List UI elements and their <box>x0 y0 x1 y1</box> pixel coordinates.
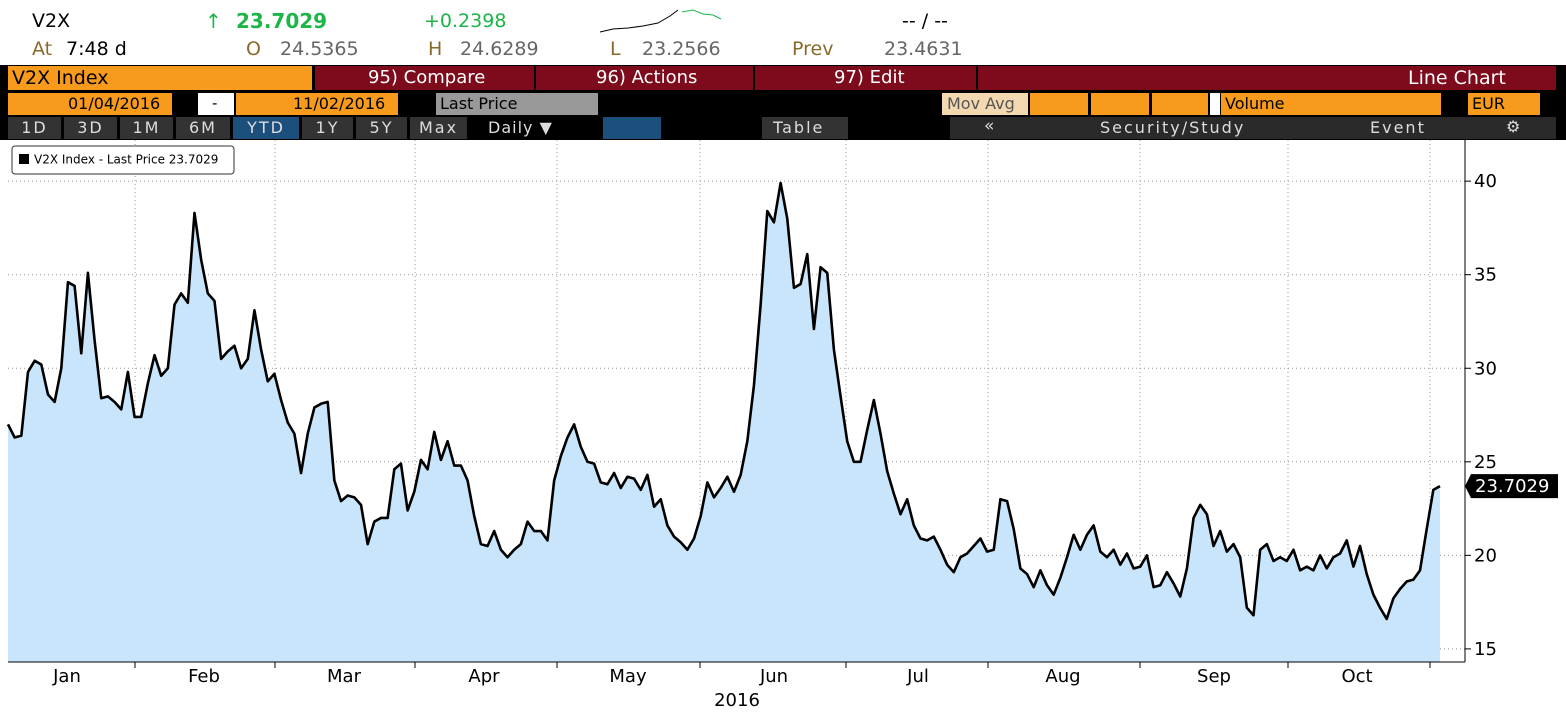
high: 24.6289 <box>460 38 539 60</box>
menu-bar <box>315 66 1556 90</box>
y-tick-label: 35 <box>1474 265 1497 286</box>
compare-button[interactable]: 95) Compare <box>368 67 486 88</box>
dash-box <box>198 93 234 115</box>
up-arrow: ↑ <box>205 9 222 33</box>
actions-button[interactable]: 96) Actions <box>596 67 698 88</box>
sep <box>976 66 978 90</box>
table-button: Table <box>773 118 825 137</box>
bid-ask: -- / -- <box>902 10 948 32</box>
legend-box <box>11 145 235 175</box>
end-date: 11/02/2016 <box>293 94 386 113</box>
ma-field[interactable] <box>1152 93 1208 115</box>
x-tick-label: Aug <box>1045 666 1080 687</box>
table-box[interactable] <box>762 117 848 139</box>
mov-avg-box <box>942 93 1028 115</box>
area <box>8 183 1440 662</box>
prev: 23.4631 <box>884 38 963 60</box>
range-button[interactable]: Max <box>410 117 467 139</box>
right-tools <box>950 117 1556 139</box>
x-tick-label: Jan <box>52 666 81 687</box>
chart-type: Line Chart <box>1408 67 1506 89</box>
chart: V2X Index - Last Price 23.7029 23.7029 15 2… <box>6 140 1558 711</box>
range-button[interactable]: 5Y <box>356 117 407 139</box>
x-tick-label: Jun <box>759 666 788 687</box>
prev-label: Prev <box>792 38 834 60</box>
y-tick-label: 40 <box>1474 171 1497 192</box>
range-button[interactable]: 1Y <box>302 117 353 139</box>
title-box <box>8 66 312 90</box>
line-icon[interactable] <box>603 117 661 139</box>
time: 7:48 d <box>66 38 127 60</box>
last-value-tag <box>1465 474 1558 499</box>
y-tick-label: 25 <box>1474 452 1497 473</box>
currency: EUR <box>1472 94 1505 113</box>
checkbox[interactable] <box>1210 93 1220 115</box>
x-tick-label: Jul <box>906 666 929 687</box>
x-tick-label: Feb <box>188 666 220 687</box>
x-tick-label: Apr <box>468 666 500 687</box>
y-tick-label: 15 <box>1474 639 1497 660</box>
date-dash: - <box>212 94 218 112</box>
sep <box>534 66 536 90</box>
volume-box[interactable] <box>1221 93 1441 115</box>
last-price: 23.7029 <box>236 9 328 33</box>
sparkline <box>599 9 722 33</box>
start-date: 01/04/2016 <box>68 94 161 113</box>
open: 24.5365 <box>280 38 359 60</box>
event-button[interactable]: Event <box>1370 118 1426 137</box>
edit-button[interactable]: 97) Edit <box>834 67 905 88</box>
y-tick-label: 20 <box>1474 545 1497 566</box>
back-button[interactable]: « <box>984 116 995 136</box>
study-button[interactable]: Security/Study <box>1100 118 1246 137</box>
security-title: V2X Index <box>12 67 109 89</box>
field: Last Price <box>440 94 518 113</box>
header <box>0 0 1566 64</box>
range-button[interactable]: 6M <box>176 117 230 139</box>
mov-avg: Mov Avg <box>947 94 1015 113</box>
change: +0.2398 <box>424 10 507 32</box>
settings-icon[interactable]: ⚙ <box>1506 117 1521 136</box>
ticker: V2X <box>32 10 71 32</box>
at-label: At <box>32 38 53 60</box>
x-tick-label: May <box>609 666 647 687</box>
x-tick-label: Oct <box>1341 666 1372 687</box>
period[interactable]: Daily ▼ <box>488 118 553 137</box>
volume: Volume <box>1225 94 1285 113</box>
low: 23.2566 <box>642 38 721 60</box>
last-value-label: 23.7029 <box>1475 476 1549 497</box>
range-button[interactable]: 1D <box>8 117 61 139</box>
legend-label: V2X Index - Last Price 23.7029 <box>34 153 218 167</box>
high-label: H <box>428 38 443 60</box>
start-date-box[interactable] <box>8 93 172 115</box>
x-tick-label: Mar <box>327 666 362 687</box>
end-date-box[interactable] <box>236 93 398 115</box>
x-tick-label: Sep <box>1197 666 1231 687</box>
ma-field[interactable] <box>1091 93 1149 115</box>
range-button[interactable]: 3D <box>64 117 117 139</box>
y-tick-label: 30 <box>1474 358 1497 379</box>
ma-field[interactable] <box>1030 93 1088 115</box>
year-label: 2016 <box>714 690 760 711</box>
sep <box>753 66 755 90</box>
field-box[interactable] <box>436 93 598 115</box>
legend-swatch <box>19 154 29 164</box>
range-button[interactable]: 1M <box>120 117 173 139</box>
range-button[interactable]: YTD <box>233 117 299 139</box>
low-label: L <box>610 38 621 60</box>
line <box>6 181 1441 621</box>
open-label: O <box>246 38 261 60</box>
currency-box[interactable] <box>1468 93 1540 115</box>
